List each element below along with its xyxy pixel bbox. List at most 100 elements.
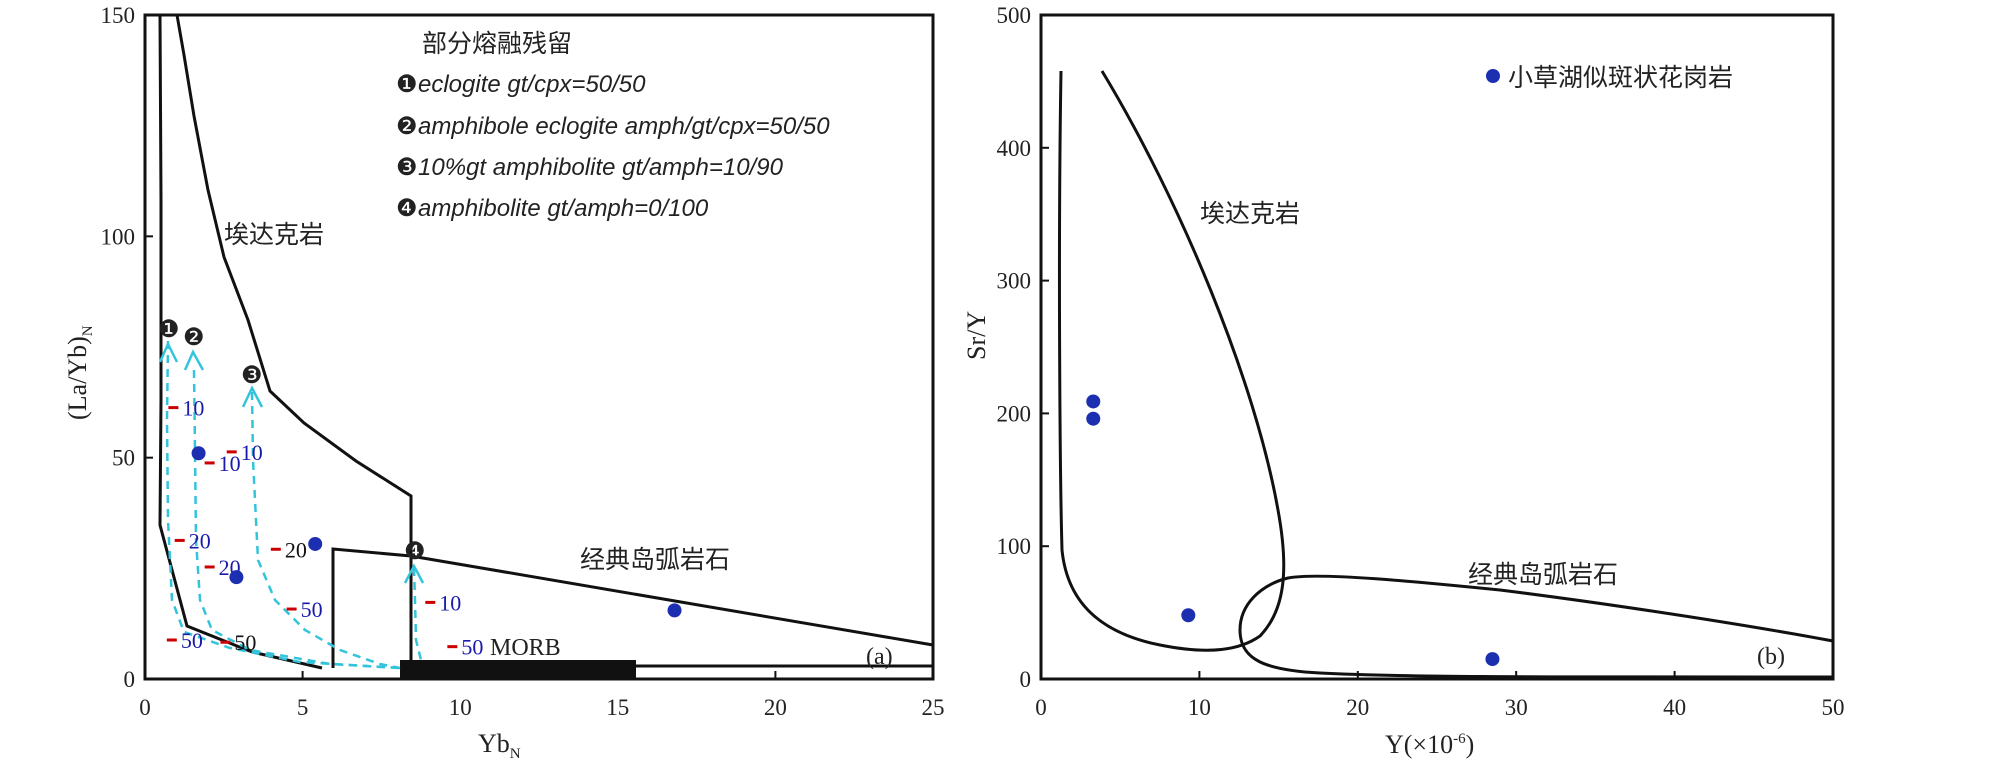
panel-a-y-tick-label: 150 bbox=[101, 3, 136, 28]
panel-a-y-tick-label: 100 bbox=[101, 224, 136, 249]
panel-b-y-tick-label: 200 bbox=[997, 401, 1032, 426]
legend-text-3: 10%gt amphibolite gt/amph=10/90 bbox=[418, 154, 784, 181]
melt-fraction-label: 50 bbox=[181, 628, 203, 653]
melt-fraction-label: 10 bbox=[182, 396, 204, 421]
panel-a-data-point bbox=[191, 446, 206, 461]
legend-marker-1: ❶ bbox=[396, 72, 418, 98]
panel-b-y-tick-label: 400 bbox=[997, 136, 1032, 161]
trend-marker-2: ❷ bbox=[183, 325, 205, 351]
panel-b-xlabel-tail: ) bbox=[1466, 730, 1475, 759]
adakite-field-boundary bbox=[175, 14, 933, 668]
arrowhead-3 bbox=[241, 385, 264, 408]
panel-a-x-tick-label: 20 bbox=[764, 695, 787, 720]
trend-curve-1 bbox=[165, 340, 401, 670]
legend-point-marker bbox=[1486, 69, 1500, 83]
arrowhead-2 bbox=[183, 349, 205, 371]
panel-a-xlabel-main: Yb bbox=[478, 729, 510, 758]
legend-marker-3: ❸ bbox=[396, 155, 418, 181]
panel-a-x-tick-label: 25 bbox=[922, 695, 945, 720]
morb-field bbox=[400, 660, 636, 679]
legend-text-1: eclogite gt/cpx=50/50 bbox=[418, 71, 646, 98]
trend-arrowheads bbox=[158, 341, 425, 584]
trend-marker-3: ❸ bbox=[241, 363, 263, 389]
panel-b-data-point bbox=[1181, 608, 1196, 623]
melt-fraction-label: 10 bbox=[219, 451, 241, 476]
panel-b-xlabel: Y(×10-6) bbox=[1385, 730, 1474, 759]
trend-marker-4: ❹ bbox=[404, 539, 426, 565]
panel-a-xlabel: YbN bbox=[478, 729, 521, 761]
legend-text-2: amphibole eclogite amph/gt/cpx=50/50 bbox=[418, 113, 830, 140]
panel-b-x-tick-label: 40 bbox=[1663, 695, 1686, 720]
panel-b-data-point bbox=[1086, 394, 1101, 409]
residue-trend-curves bbox=[165, 340, 424, 670]
panel-b-y-tick-label: 0 bbox=[1020, 667, 1032, 692]
trend-number-markers: ❶ ❷ ❸ ❹ bbox=[158, 317, 426, 565]
panel-b-y-tick-label: 300 bbox=[997, 269, 1032, 294]
panel-a-y-tick-label: 50 bbox=[112, 446, 135, 471]
legend-title: 部分熔融残留 bbox=[422, 29, 572, 58]
panel-b-caption: (b) bbox=[1757, 644, 1785, 670]
trend-curve-3 bbox=[250, 391, 401, 670]
arrowhead-1 bbox=[158, 341, 179, 363]
panel-b: 埃达克岩 经典岛弧岩石 小草湖似斑状花岗岩 (b) 0 10 20 30 40 50010… bbox=[962, 3, 1845, 759]
panel-b-plot-frame bbox=[1039, 13, 1835, 681]
panel-a-ylabel-main: (La/Yb) bbox=[63, 336, 92, 420]
panel-b-x-tick-label: 30 bbox=[1505, 695, 1528, 720]
panel-a-x-tick-label: 15 bbox=[606, 695, 629, 720]
panel-a-x-tick-label: 10 bbox=[449, 695, 472, 720]
panel-b-legend: 小草湖似斑状花岗岩 bbox=[1486, 63, 1733, 92]
trend-curve-4 bbox=[412, 567, 424, 665]
melt-fraction-label: 10 bbox=[439, 590, 461, 615]
panel-b-data-point bbox=[1485, 652, 1500, 667]
adakite-field-b bbox=[1057, 70, 1286, 652]
island-arc-field-boundary bbox=[331, 547, 934, 668]
panel-b-data-points bbox=[1086, 394, 1500, 667]
melt-fraction-label: 20 bbox=[285, 537, 307, 562]
panel-b-xlabel-main: Y(×10 bbox=[1385, 730, 1453, 759]
island-arc-field-b bbox=[1238, 574, 1834, 679]
melt-fraction-ticks bbox=[166, 406, 458, 649]
panel-a-x-tick-label: 5 bbox=[297, 695, 309, 720]
panel-b-x-tick-label: 20 bbox=[1346, 695, 1369, 720]
melt-fraction-label: 50 bbox=[461, 635, 483, 660]
panel-b-data-point bbox=[1086, 411, 1101, 426]
legend-marker-2: ❷ bbox=[396, 114, 418, 140]
panel-b-ylabel: Sr/Y bbox=[962, 311, 991, 360]
melt-fraction-label: 20 bbox=[189, 528, 211, 553]
panel-a-caption: (a) bbox=[866, 644, 893, 670]
island-arc-label-b: 经典岛弧岩石 bbox=[1468, 560, 1618, 589]
panel-a-data-point bbox=[667, 603, 682, 618]
panel-a-xlabel-sub: N bbox=[510, 746, 521, 761]
adakite-label-b: 埃达克岩 bbox=[1200, 199, 1300, 228]
panel-b-xlabel-sup: -6 bbox=[1453, 731, 1466, 747]
panel-a-x-tick-label: 0 bbox=[139, 695, 151, 720]
legend-series-label: 小草湖似斑状花岗岩 bbox=[1508, 63, 1733, 92]
melt-fraction-label: 50 bbox=[301, 597, 323, 622]
panel-a-data-points bbox=[191, 446, 682, 618]
arrowhead-4 bbox=[403, 563, 425, 584]
adakite-label-a: 埃达克岩 bbox=[224, 220, 324, 249]
melt-fraction-label: 10 bbox=[241, 440, 263, 465]
panel-a-y-tick-label: 0 bbox=[124, 667, 136, 692]
panel-b-y-tick-label: 100 bbox=[997, 534, 1032, 559]
panel-b-y-tick-label: 500 bbox=[997, 3, 1032, 28]
panel-b-x-tick-label: 10 bbox=[1188, 695, 1211, 720]
panel-b-x-tick-label: 0 bbox=[1035, 695, 1047, 720]
panel-a-axis-ticks: 0 5 10 15 20 25 0 50 100 150 bbox=[101, 3, 945, 720]
panel-a-ylabel: (La/Yb)N bbox=[63, 325, 96, 420]
panel-a-ylabel-sub: N bbox=[80, 325, 96, 336]
morb-label: MORB bbox=[490, 635, 561, 661]
island-arc-label-a: 经典岛弧岩石 bbox=[580, 545, 730, 574]
trend-marker-1: ❶ bbox=[158, 317, 180, 343]
residue-legend: 部分熔融残留 ❶ eclogite gt/cpx=50/50 ❷ amphibo… bbox=[396, 29, 830, 222]
panel-b-x-tick-label: 50 bbox=[1822, 695, 1845, 720]
panel-a-data-point bbox=[308, 536, 323, 551]
panel-a-data-point bbox=[229, 570, 244, 585]
melt-fraction-label: 50 bbox=[234, 630, 256, 655]
legend-text-4: amphibolite gt/amph=0/100 bbox=[418, 195, 709, 222]
legend-marker-4: ❹ bbox=[396, 196, 418, 222]
